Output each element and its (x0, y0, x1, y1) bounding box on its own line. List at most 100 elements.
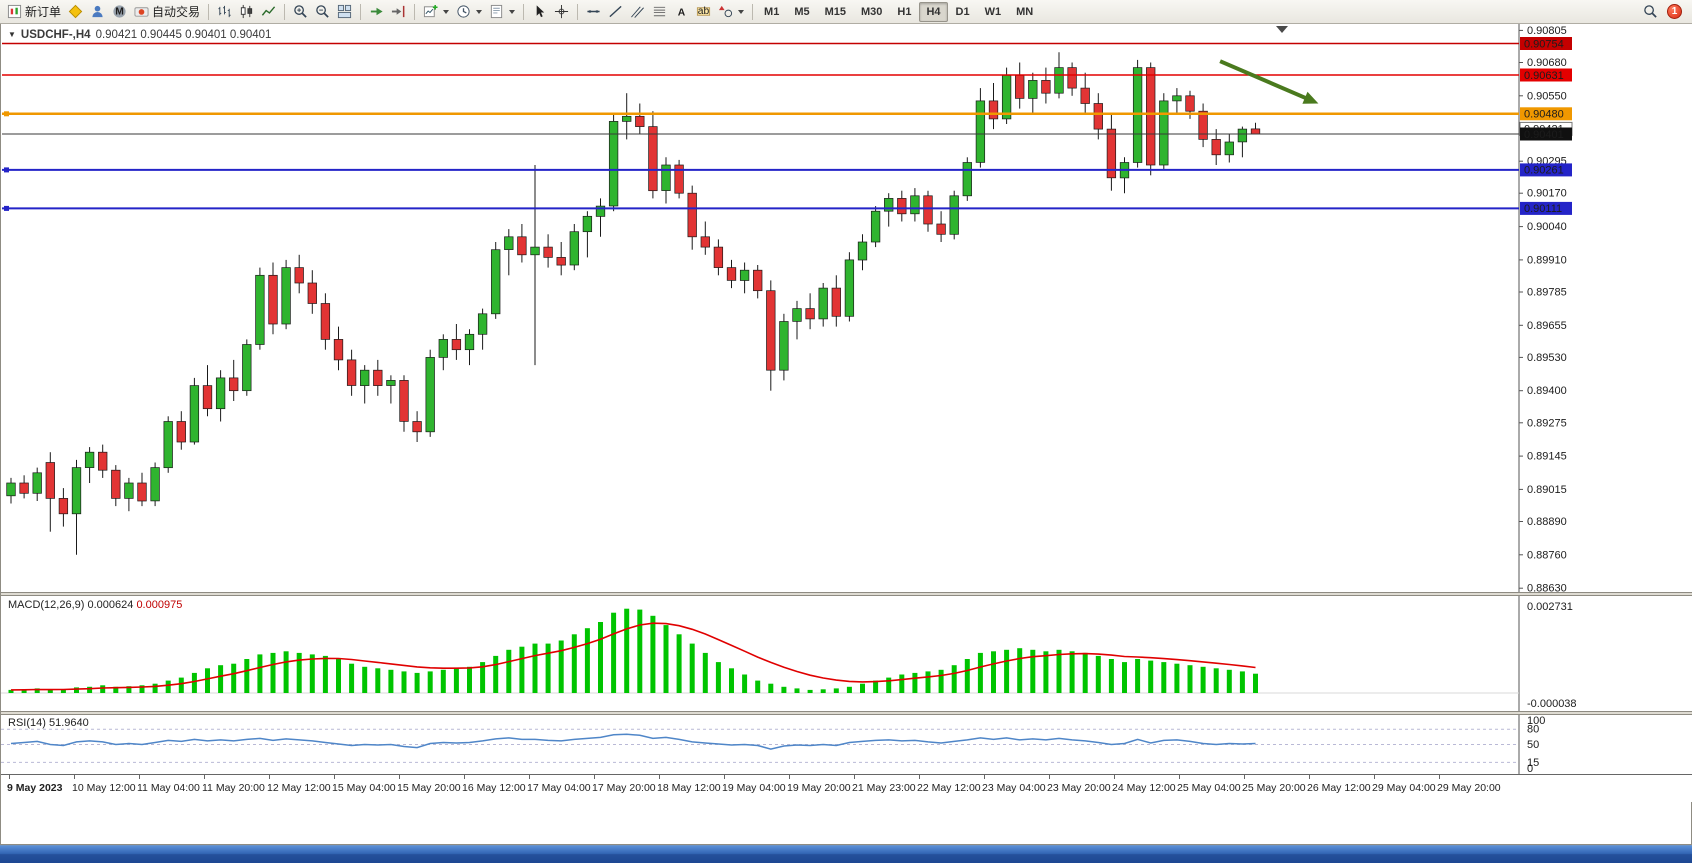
metaeditor-button[interactable] (65, 2, 86, 22)
svg-text:0.89275: 0.89275 (1527, 417, 1567, 429)
community-button[interactable] (87, 2, 108, 22)
line-chart-button[interactable] (258, 2, 279, 22)
trendline-button[interactable] (605, 2, 626, 22)
taskbar[interactable] (0, 845, 1692, 863)
time-axis-tick (139, 775, 140, 779)
timeframe-mn-button[interactable]: MN (1016, 5, 1034, 18)
macd-params: MACD(12,26,9) (8, 599, 85, 611)
timeframe-d1-button[interactable]: D1 (955, 5, 970, 18)
dropdown-caret-icon (443, 9, 450, 14)
price-chart[interactable]: 0.908050.906800.905500.904250.902950.901… (1, 24, 1692, 592)
time-axis-tick (594, 775, 595, 779)
svg-text:0.002731: 0.002731 (1527, 601, 1573, 613)
horizontal-line-icon (587, 10, 600, 13)
horizontal-line-button[interactable] (583, 2, 604, 22)
timeframe-h4-button[interactable]: H4 (919, 1, 948, 22)
time-axis-tick (1049, 775, 1050, 779)
notification-badge[interactable]: 1 (1667, 4, 1682, 19)
toolbar-separator (360, 3, 362, 20)
metaquotes-button[interactable]: M (109, 2, 130, 22)
time-axis-tick (984, 775, 985, 779)
rsi-line (10, 733, 1256, 750)
auto-scroll-icon (370, 7, 383, 16)
time-axis[interactable]: 9 May 2023 10 May 12:00 11 May 04:00 11 May… (1, 774, 1692, 802)
crosshair-icon (554, 4, 569, 19)
time-axis-label: 21 May 23:00 (852, 782, 916, 794)
toolbar-separator (284, 3, 286, 20)
rsi-panel-splitter[interactable] (1, 711, 1692, 715)
svg-text:0.90111: 0.90111 (1524, 203, 1562, 215)
svg-text:0.89145: 0.89145 (1527, 451, 1567, 463)
time-axis-label: 15 May 04:00 (332, 782, 396, 794)
svg-text:0.89530: 0.89530 (1527, 352, 1567, 364)
zoom-in-button[interactable] (290, 2, 311, 22)
svg-text:0.90170: 0.90170 (1527, 188, 1567, 200)
candlestick-chart-button[interactable] (236, 2, 257, 22)
one-click-trading-toggle[interactable]: ▼ (8, 30, 16, 39)
label-icon: ab (696, 6, 711, 17)
time-axis-label: 23 May 04:00 (982, 782, 1046, 794)
cursor-button[interactable] (529, 2, 550, 22)
crosshair-button[interactable] (551, 2, 572, 22)
macd-signal-line (10, 622, 1256, 691)
toolbar-separator (577, 3, 579, 20)
search-button[interactable] (1640, 2, 1661, 22)
time-axis-label: 11 May 04:00 (137, 782, 200, 794)
time-axis-label: 29 May 20:00 (1437, 782, 1501, 794)
time-axis-label: 19 May 04:00 (722, 782, 786, 794)
macd-panel[interactable]: 0.002731 -0.000038 (1, 596, 1692, 711)
time-axis-label: 10 May 12:00 (72, 782, 136, 794)
equidistant-channel-button[interactable] (627, 2, 648, 22)
timeframe-h1-button[interactable]: H1 (897, 5, 912, 18)
dropdown-caret-icon (509, 9, 516, 14)
rsi-level-lines (1, 728, 1519, 763)
time-axis-tick (724, 775, 725, 779)
svg-text:0.88630: 0.88630 (1527, 583, 1567, 592)
auto-scroll-button[interactable] (366, 2, 387, 22)
time-axis-tick (464, 775, 465, 779)
timeframe-m15-button[interactable]: M15 (824, 5, 846, 18)
autotrading-button[interactable]: 自动交易 (131, 2, 203, 22)
svg-text:80: 80 (1527, 724, 1539, 736)
templates-button[interactable] (486, 2, 518, 22)
periods-button[interactable] (453, 2, 485, 22)
trend-arrow-annotation (1219, 59, 1319, 104)
new-order-button[interactable]: 新订单 (4, 2, 64, 22)
time-axis-label: 26 May 12:00 (1307, 782, 1371, 794)
rsi-params: RSI(14) (8, 717, 46, 729)
chart-header: ▼ USDCHF-,H4 0.90421 0.90445 0.90401 0.9… (8, 29, 271, 41)
bar-chart-button[interactable] (214, 2, 235, 22)
timeframe-m30-button[interactable]: M30 (861, 5, 883, 18)
svg-text:0.88760: 0.88760 (1527, 549, 1567, 561)
time-axis-tick (269, 775, 270, 779)
zoom-out-button[interactable] (312, 2, 333, 22)
new-chart-button[interactable] (420, 2, 452, 22)
fibonacci-button[interactable] (649, 2, 670, 22)
svg-text:0.90680: 0.90680 (1527, 57, 1567, 69)
macd-panel-splitter[interactable] (1, 592, 1692, 596)
chart-shift-button[interactable] (388, 2, 409, 22)
periods-icon (457, 5, 470, 18)
macd-signal-value: 0.000975 (136, 599, 183, 611)
svg-text:M: M (115, 6, 124, 17)
timeframe-m1-button[interactable]: M1 (764, 5, 780, 18)
svg-text:15: 15 (1527, 757, 1539, 769)
new-chart-icon (423, 4, 438, 18)
text-icon: A (678, 8, 686, 19)
svg-text:0.89655: 0.89655 (1527, 320, 1567, 332)
timeframe-w1-button[interactable]: W1 (984, 5, 1002, 18)
price-tags: 0.90754 0.90631 0.90480 0.90261 0.90111 0.904… (1519, 37, 1573, 215)
shapes-button[interactable] (715, 2, 747, 22)
timeframe-m5-button[interactable]: M5 (794, 5, 810, 18)
svg-text:50: 50 (1527, 739, 1539, 751)
svg-text:0.89910: 0.89910 (1527, 254, 1567, 266)
community-icon (92, 5, 103, 18)
dropdown-caret-icon (738, 9, 745, 14)
text-button[interactable]: A (671, 2, 692, 22)
label-button[interactable]: ab (693, 2, 714, 22)
svg-text:0.90480: 0.90480 (1524, 109, 1564, 121)
tile-windows-button[interactable] (334, 2, 355, 22)
time-axis-tick (1374, 775, 1375, 779)
time-axis-label: 29 May 04:00 (1372, 782, 1436, 794)
